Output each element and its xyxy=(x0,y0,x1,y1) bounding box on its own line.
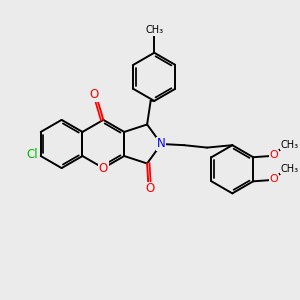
Text: CH₃: CH₃ xyxy=(145,25,163,35)
Text: O: O xyxy=(89,88,98,101)
Text: O: O xyxy=(269,150,278,160)
Text: CH₃: CH₃ xyxy=(280,164,298,174)
Text: O: O xyxy=(269,174,278,184)
Text: O: O xyxy=(145,182,154,195)
Text: Cl: Cl xyxy=(26,148,38,161)
Text: O: O xyxy=(99,162,108,175)
Text: N: N xyxy=(157,137,166,151)
Text: CH₃: CH₃ xyxy=(280,140,298,150)
